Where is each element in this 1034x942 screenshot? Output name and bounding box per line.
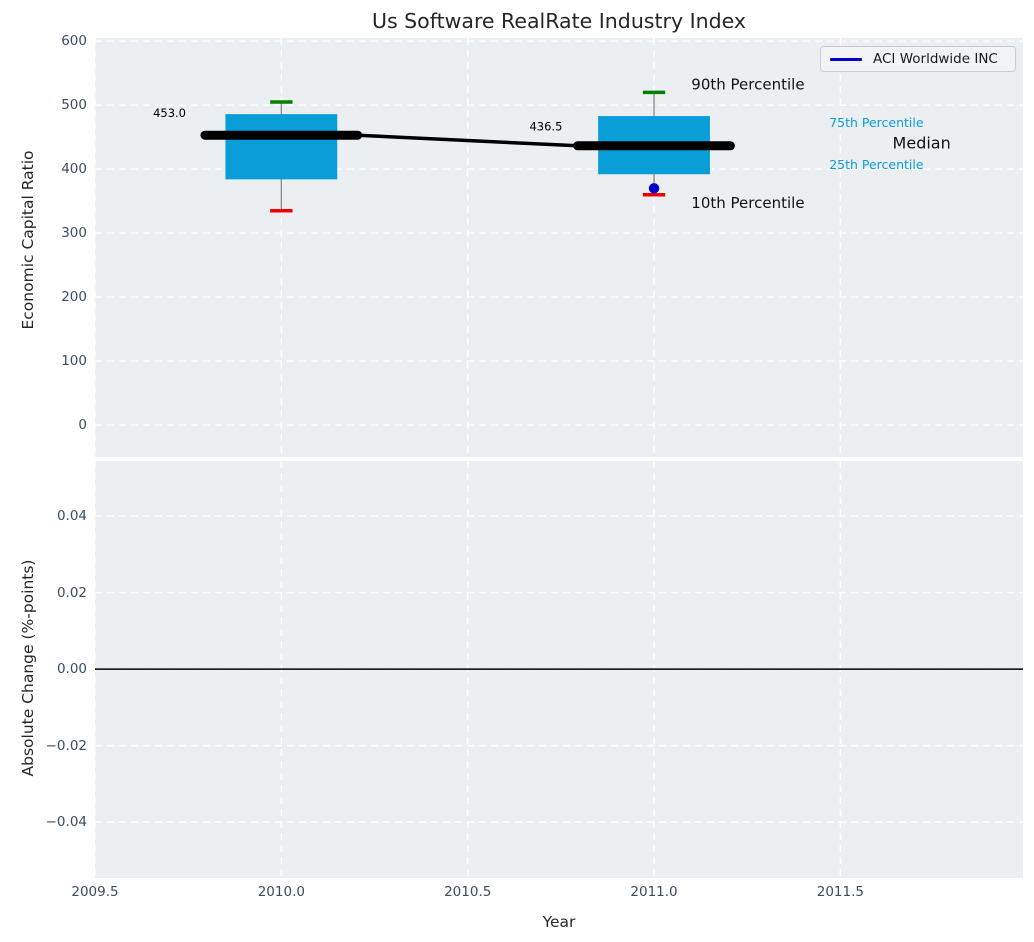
- top-axes: 453.0 436.5 90th Percentile 75th Percentile…: [95, 38, 1023, 457]
- y-tick-label: 0.00: [56, 661, 87, 678]
- company-data-point: [648, 183, 660, 194]
- bottom-axes-canvas: [95, 461, 1023, 878]
- y-tick-label: 200: [61, 289, 87, 306]
- y-tick-label: 300: [61, 225, 87, 242]
- annotation: 25th Percentile: [829, 157, 924, 172]
- y-tick-label: 0.04: [56, 508, 87, 525]
- chart-title: Us Software RealRate Industry Index: [371, 9, 747, 33]
- x-tick-label: 2011.5: [816, 884, 864, 900]
- annotation: 75th Percentile: [829, 115, 924, 130]
- y-tick-label: 100: [61, 353, 87, 370]
- median-trend-line: [355, 133, 580, 148]
- y-tick-label: 0: [78, 417, 87, 433]
- annotation: 453.0: [153, 106, 186, 120]
- legend-entry-label: ACI Worldwide INC: [873, 51, 998, 67]
- y-tick-label: −0.02: [45, 737, 87, 754]
- iqr-box-2010: [225, 114, 338, 180]
- top-y-axis-label: Economic Capital Ratio: [19, 150, 37, 330]
- annotation: 10th Percentile: [691, 194, 804, 212]
- y-tick-label: −0.04: [45, 814, 87, 831]
- annotation: Median: [893, 133, 951, 152]
- x-tick-label: 2010.5: [444, 884, 492, 900]
- top-axes-canvas: 453.0 436.5 90th Percentile 75th Percentile…: [95, 38, 1023, 457]
- annotation: 90th Percentile: [691, 76, 804, 94]
- x-tick-label: 2010.0: [257, 884, 305, 900]
- legend-line-swatch: [830, 57, 862, 61]
- x-axis-label: Year: [542, 913, 576, 931]
- bottom-y-axis-label: Absolute Change (%-points): [19, 559, 37, 777]
- legend: ACI Worldwide INC: [820, 46, 1016, 72]
- x-tick-label: 2011.0: [630, 884, 678, 900]
- y-tick-label: 500: [61, 97, 87, 114]
- y-tick-label: 0.02: [56, 584, 87, 601]
- y-tick-label: 400: [61, 161, 87, 178]
- y-tick-label: 600: [61, 33, 87, 50]
- x-tick-label: 2009.5: [71, 884, 119, 900]
- bottom-axes: [95, 461, 1023, 878]
- annotation: 436.5: [529, 119, 562, 133]
